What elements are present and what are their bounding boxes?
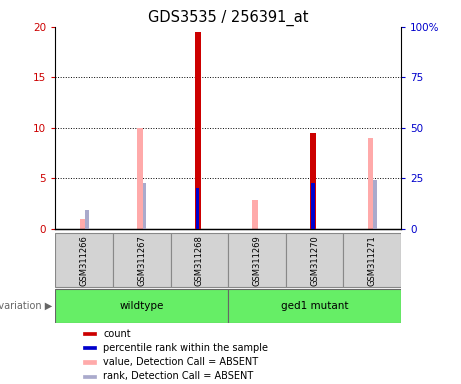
- Bar: [79, 218, 85, 229]
- Text: rank, Detection Call = ABSENT: rank, Detection Call = ABSENT: [103, 371, 254, 381]
- Bar: [373, 180, 377, 229]
- Text: GSM311267: GSM311267: [137, 235, 146, 286]
- Bar: [85, 210, 89, 229]
- Bar: [196, 189, 200, 229]
- Bar: [83, 332, 96, 335]
- Text: GSM311271: GSM311271: [368, 235, 377, 286]
- Bar: [55, 289, 228, 323]
- Bar: [228, 233, 286, 287]
- Bar: [83, 346, 96, 349]
- Bar: [55, 233, 113, 287]
- Bar: [368, 138, 373, 229]
- Text: GSM311266: GSM311266: [80, 235, 89, 286]
- Text: GSM311269: GSM311269: [253, 235, 261, 286]
- Text: ged1 mutant: ged1 mutant: [281, 301, 349, 311]
- Bar: [343, 233, 401, 287]
- Text: GSM311268: GSM311268: [195, 235, 204, 286]
- Bar: [195, 189, 201, 229]
- Bar: [310, 133, 316, 229]
- Text: value, Detection Call = ABSENT: value, Detection Call = ABSENT: [103, 357, 258, 367]
- Bar: [228, 289, 401, 323]
- Bar: [311, 183, 314, 229]
- Bar: [143, 183, 147, 229]
- Bar: [171, 233, 228, 287]
- Text: percentile rank within the sample: percentile rank within the sample: [103, 343, 268, 353]
- Bar: [83, 375, 96, 378]
- Bar: [253, 200, 258, 229]
- Bar: [286, 233, 343, 287]
- Text: genotype/variation ▶: genotype/variation ▶: [0, 301, 53, 311]
- Text: count: count: [103, 329, 131, 339]
- Bar: [83, 361, 96, 364]
- Text: GSM311270: GSM311270: [310, 235, 319, 286]
- Bar: [137, 128, 143, 229]
- Text: wildtype: wildtype: [119, 301, 164, 311]
- Title: GDS3535 / 256391_at: GDS3535 / 256391_at: [148, 9, 308, 25]
- Bar: [195, 32, 201, 229]
- Bar: [113, 233, 171, 287]
